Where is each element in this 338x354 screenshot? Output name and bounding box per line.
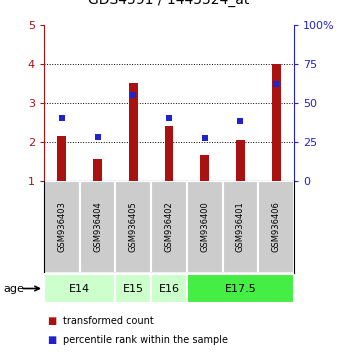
Text: GDS4591 / 1445524_at: GDS4591 / 1445524_at bbox=[88, 0, 250, 7]
Text: GSM936403: GSM936403 bbox=[57, 201, 66, 252]
Point bbox=[238, 119, 243, 124]
Text: E15: E15 bbox=[123, 284, 144, 293]
Bar bbox=[44, 181, 80, 273]
Point bbox=[95, 134, 100, 140]
Bar bbox=[258, 181, 294, 273]
Text: GSM936405: GSM936405 bbox=[129, 201, 138, 252]
Bar bbox=[151, 181, 187, 273]
Bar bbox=[93, 159, 102, 181]
Bar bbox=[57, 136, 66, 181]
Bar bbox=[223, 181, 258, 273]
Text: transformed count: transformed count bbox=[63, 316, 153, 326]
Text: ■: ■ bbox=[47, 335, 56, 345]
Text: age: age bbox=[3, 284, 24, 293]
Text: GSM936401: GSM936401 bbox=[236, 201, 245, 252]
Bar bbox=[80, 181, 115, 273]
Point bbox=[166, 115, 172, 121]
Bar bbox=[272, 64, 281, 181]
Bar bbox=[200, 155, 209, 181]
Bar bbox=[115, 181, 151, 273]
Text: GSM936406: GSM936406 bbox=[272, 201, 281, 252]
Text: GSM936400: GSM936400 bbox=[200, 201, 209, 252]
Text: E14: E14 bbox=[69, 284, 90, 293]
Bar bbox=[151, 274, 187, 303]
Text: E16: E16 bbox=[159, 284, 179, 293]
Text: GSM936404: GSM936404 bbox=[93, 201, 102, 252]
Text: percentile rank within the sample: percentile rank within the sample bbox=[63, 335, 227, 345]
Bar bbox=[44, 274, 115, 303]
Text: ■: ■ bbox=[47, 316, 56, 326]
Bar bbox=[129, 83, 138, 181]
Bar bbox=[236, 140, 245, 181]
Point bbox=[59, 115, 65, 121]
Text: GSM936402: GSM936402 bbox=[165, 201, 173, 252]
Bar bbox=[115, 274, 151, 303]
Bar bbox=[165, 126, 173, 181]
Point bbox=[202, 136, 208, 141]
Bar bbox=[187, 181, 223, 273]
Text: E17.5: E17.5 bbox=[224, 284, 256, 293]
Bar bbox=[187, 274, 294, 303]
Point bbox=[130, 92, 136, 98]
Point bbox=[273, 81, 279, 87]
